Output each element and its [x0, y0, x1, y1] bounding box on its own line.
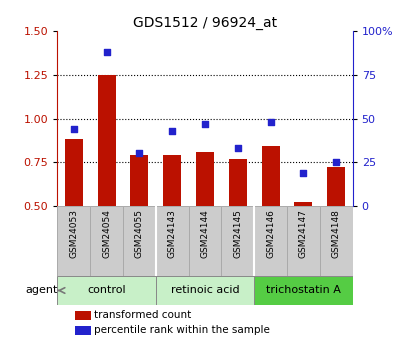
- Bar: [155, 276, 254, 305]
- Bar: [75, 326, 91, 335]
- Text: GSM24145: GSM24145: [233, 209, 242, 258]
- Bar: [286, 206, 319, 276]
- Point: [201, 121, 208, 127]
- Point: [136, 151, 142, 156]
- Text: GSM24144: GSM24144: [200, 209, 209, 258]
- Text: agent: agent: [26, 286, 58, 295]
- Point: [267, 119, 273, 125]
- Bar: [65, 139, 83, 206]
- Bar: [221, 206, 254, 276]
- Text: trichostatin A: trichostatin A: [265, 286, 340, 295]
- Bar: [90, 206, 123, 276]
- Point: [103, 49, 110, 55]
- Text: GSM24054: GSM24054: [102, 209, 111, 258]
- Text: GSM24147: GSM24147: [298, 209, 307, 258]
- Bar: [294, 203, 312, 206]
- Text: percentile rank within the sample: percentile rank within the sample: [94, 325, 270, 335]
- Bar: [57, 206, 90, 276]
- Bar: [163, 155, 181, 206]
- Bar: [196, 152, 213, 206]
- Text: GSM24143: GSM24143: [167, 209, 176, 258]
- Bar: [57, 276, 155, 305]
- Bar: [123, 206, 155, 276]
- Bar: [97, 75, 115, 206]
- Text: GSM24146: GSM24146: [265, 209, 274, 258]
- Bar: [261, 147, 279, 206]
- Text: retinoic acid: retinoic acid: [170, 286, 239, 295]
- Text: control: control: [87, 286, 126, 295]
- Point: [70, 126, 77, 132]
- Bar: [155, 206, 188, 276]
- Bar: [326, 167, 344, 206]
- Point: [299, 170, 306, 176]
- Bar: [75, 311, 91, 320]
- Text: GSM24148: GSM24148: [331, 209, 340, 258]
- Bar: [254, 276, 352, 305]
- Bar: [130, 155, 148, 206]
- Point: [234, 146, 240, 151]
- Bar: [188, 206, 221, 276]
- Point: [332, 159, 339, 165]
- Title: GDS1512 / 96924_at: GDS1512 / 96924_at: [133, 16, 276, 30]
- Text: GSM24055: GSM24055: [135, 209, 144, 258]
- Text: transformed count: transformed count: [94, 310, 191, 320]
- Text: GSM24053: GSM24053: [69, 209, 78, 258]
- Bar: [254, 206, 286, 276]
- Bar: [228, 159, 246, 206]
- Bar: [319, 206, 352, 276]
- Point: [169, 128, 175, 134]
